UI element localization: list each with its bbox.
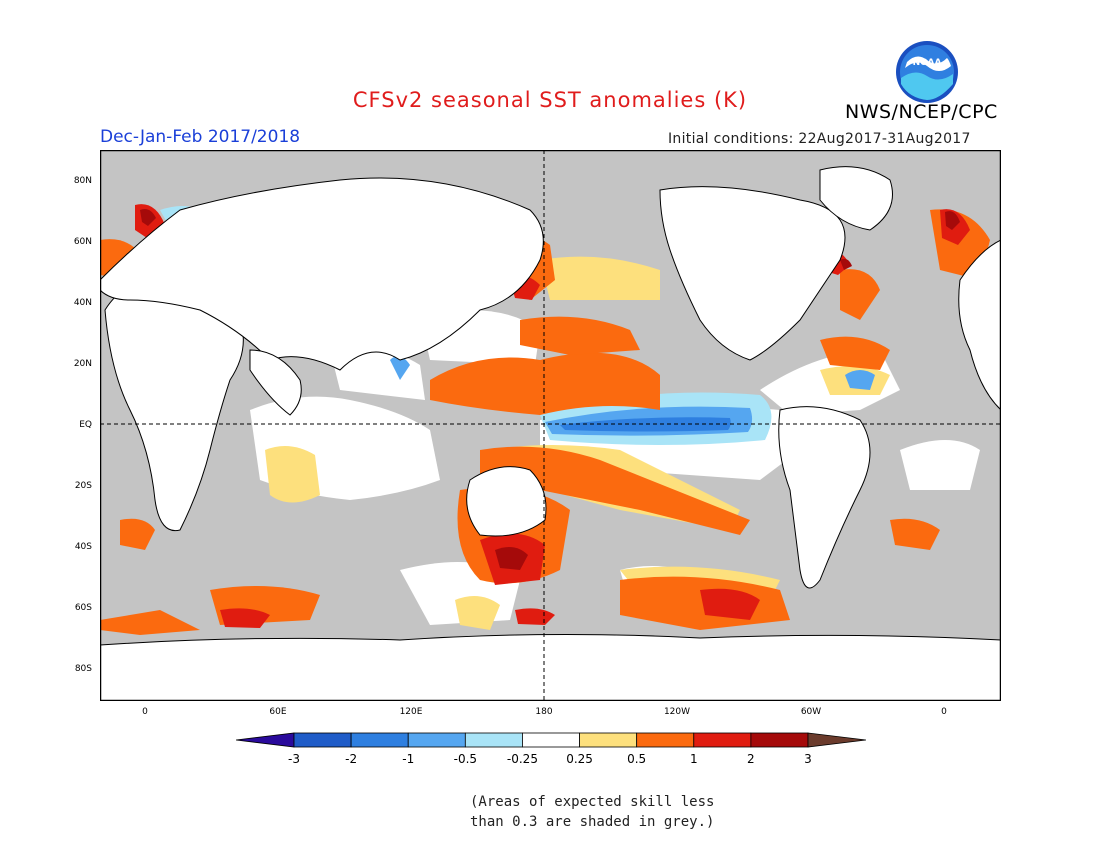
lat-label-60n: 60N bbox=[73, 237, 92, 247]
lat-label-40n: 40N bbox=[73, 298, 92, 308]
lon-label-120e: 120E bbox=[399, 707, 423, 717]
australia-land bbox=[466, 466, 547, 537]
antarctica-land bbox=[100, 633, 1001, 701]
africa-europe-east-land bbox=[958, 239, 1001, 411]
north-america-land bbox=[659, 186, 846, 361]
legend-tick-label: 1 bbox=[689, 752, 698, 766]
very-strong-warm-regions bbox=[140, 209, 960, 570]
legend-tick-label: 0.5 bbox=[627, 752, 647, 766]
legend-tick-label: -0.25 bbox=[506, 752, 538, 766]
legend-tick-label: 2 bbox=[747, 752, 755, 766]
legend-cell bbox=[350, 732, 409, 748]
noaa-logo-text: NOAA bbox=[913, 58, 942, 68]
legend-cell bbox=[693, 732, 752, 748]
eurasia-land bbox=[100, 177, 544, 371]
legend-tick-label: 0.25 bbox=[566, 752, 593, 766]
lat-label-20s: 20S bbox=[74, 481, 92, 491]
lat-label-20n: 20N bbox=[73, 359, 92, 369]
lat-label-eq: EQ bbox=[79, 420, 92, 430]
greenland-land bbox=[819, 166, 893, 231]
season-label: Dec-Jan-Feb 2017/2018 bbox=[100, 127, 301, 147]
lon-label-0: 0 bbox=[142, 707, 148, 717]
legend-cell bbox=[750, 732, 809, 748]
south-america-land bbox=[778, 406, 871, 589]
legend-tick-label: -2 bbox=[345, 752, 358, 766]
color-legend bbox=[236, 732, 866, 748]
legend-cell bbox=[464, 732, 523, 748]
legend-cell bbox=[407, 732, 466, 748]
lat-label-80s: 80S bbox=[74, 664, 92, 674]
land-masses bbox=[100, 166, 1001, 701]
chart-title: CFSv2 seasonal SST anomalies (K) bbox=[352, 88, 748, 112]
noaa-logo: NOAA bbox=[896, 41, 958, 103]
legend-tick-label: -3 bbox=[288, 752, 300, 766]
lon-label-60w: 60W bbox=[800, 707, 822, 717]
lon-label-120w: 120W bbox=[663, 707, 691, 717]
lon-label-60e: 60E bbox=[269, 707, 287, 717]
lon-label-180: 180 bbox=[535, 707, 553, 717]
legend-tick-label: 3 bbox=[804, 752, 812, 766]
lat-label-80n: 80N bbox=[73, 176, 92, 186]
map-frame bbox=[100, 150, 1001, 701]
organization-label: NWS/NCEP/CPC bbox=[845, 101, 998, 123]
legend-cell bbox=[579, 732, 638, 748]
skill-note-line-2: than 0.3 are shaded in grey.) bbox=[470, 814, 715, 830]
skill-note: (Areas of expected skill less than 0.3 a… bbox=[470, 792, 730, 832]
initial-conditions-label: Initial conditions: 22Aug2017-31Aug2017 bbox=[668, 131, 971, 147]
skill-note-line-1: (Areas of expected skill less bbox=[470, 794, 715, 810]
lat-label-60s: 60S bbox=[74, 603, 92, 613]
legend-tick-label: -1 bbox=[402, 752, 415, 766]
sst-anomaly-map bbox=[100, 150, 1001, 701]
legend-cell-over bbox=[807, 732, 866, 748]
lon-label-0-east: 0 bbox=[941, 707, 947, 717]
legend-cell bbox=[522, 732, 580, 748]
lat-label-40s: 40S bbox=[74, 542, 92, 552]
india-land bbox=[249, 349, 302, 416]
legend-tick-label: -0.5 bbox=[453, 752, 478, 766]
legend-cell-under bbox=[236, 732, 295, 748]
legend-cell bbox=[293, 732, 352, 748]
legend-cell bbox=[636, 732, 695, 748]
